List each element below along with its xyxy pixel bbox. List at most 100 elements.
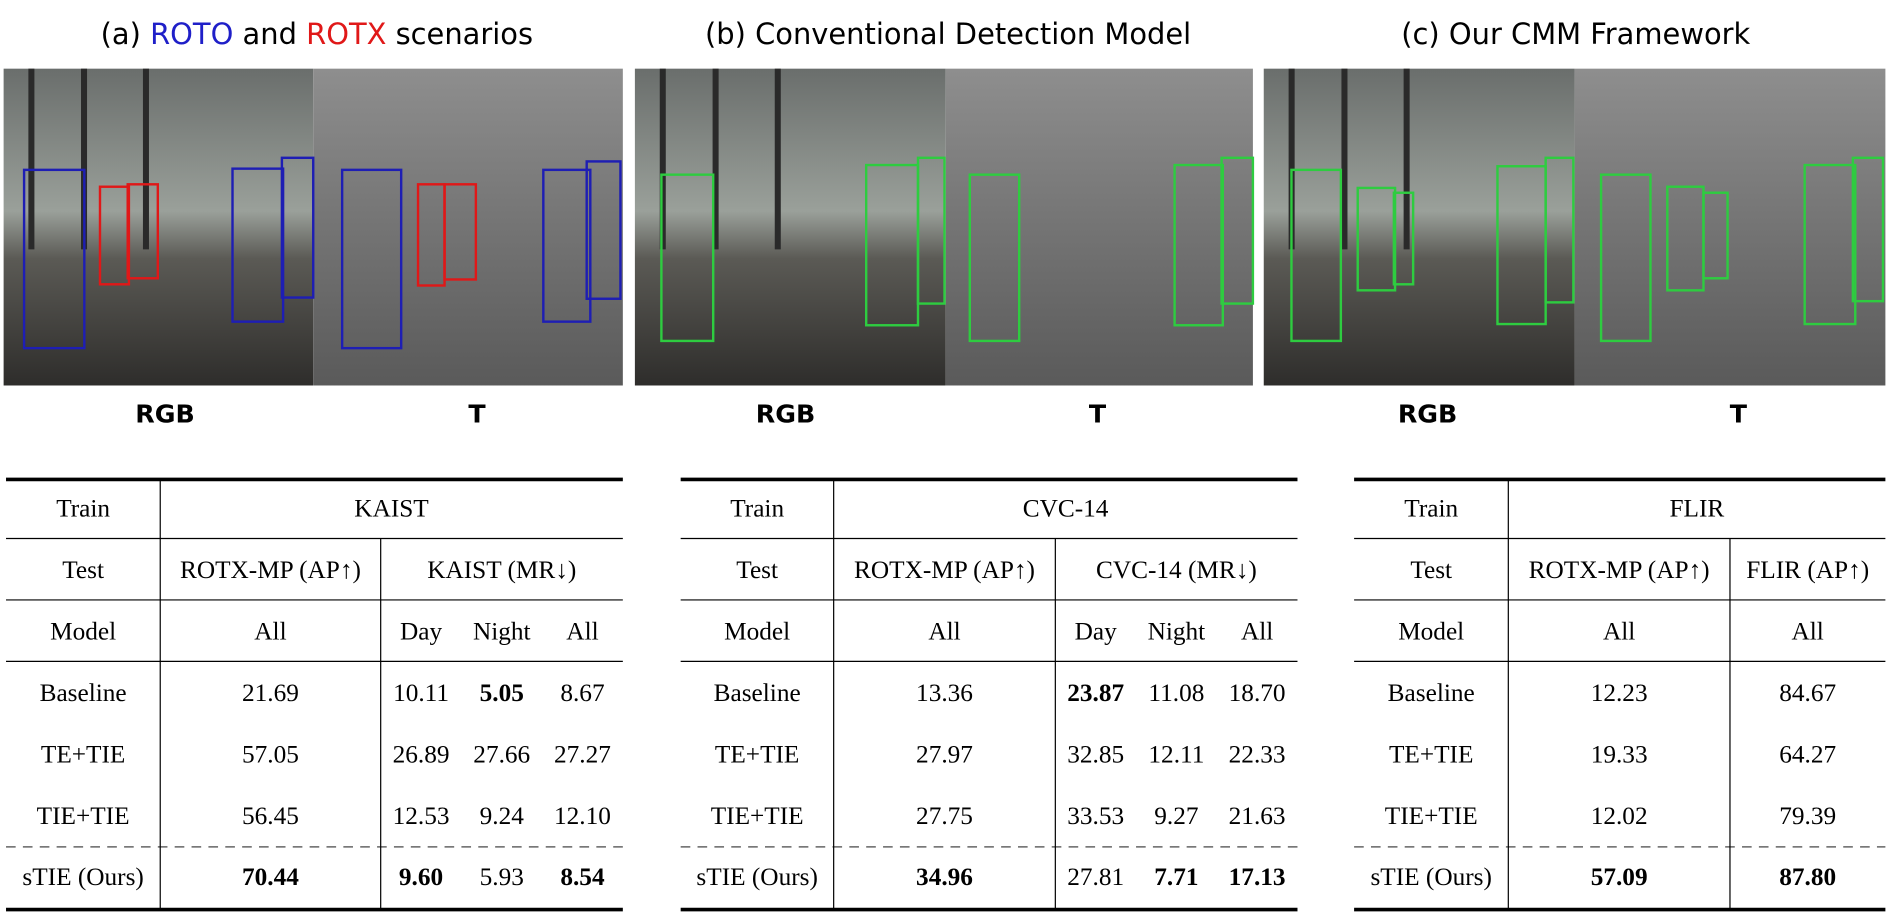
bounding-box [1702,191,1729,280]
modality-label: T [1730,400,1748,429]
window-frame [659,68,666,250]
window-frame [1341,68,1348,250]
table-cell: 87.80 [1779,863,1836,891]
table-cell: TIE+TIE [1385,802,1478,830]
table-cell: 12.11 [1148,740,1204,768]
table-cell: ROTX-MP (AP↑) [854,556,1035,584]
table-cell: 84.67 [1779,679,1836,707]
bounding-box [1803,163,1857,326]
table-cell: All [928,617,960,645]
table-cell: 57.09 [1591,863,1648,891]
table-cell: 12.10 [554,802,611,830]
table: Train CVC-14 Test ROTX-MP (AP↑) CVC-14 (MR↓)… [680,477,1298,912]
modality-label: RGB [756,400,816,429]
table-cell: 64.27 [1779,740,1836,768]
table-cell: 5.05 [480,679,524,707]
table-cell: sTIE (Ours) [1370,863,1491,891]
modality-label: T [468,400,486,429]
window-frame [28,68,35,250]
table-cell: All [1603,617,1635,645]
table-cell: 70.44 [242,863,299,891]
table-cell: 57.05 [242,740,299,768]
table-cell: Night [1148,617,1206,645]
bounding-box [1392,191,1415,286]
table-cell: All [1792,617,1824,645]
bounding-box [126,183,160,280]
table-cell: All [254,617,286,645]
table-cell: 8.54 [560,863,605,891]
bounding-box [1851,156,1885,303]
title-part: (b) Conventional Detection Model [705,17,1191,51]
table-cell: Train [1404,495,1458,523]
title-part: ROTX [306,17,386,51]
table: Train FLIR Test ROTX-MP (AP↑) FLIR (AP↑) Mode… [1354,477,1886,912]
table-cell: Train [730,495,784,523]
window-frame [1403,68,1410,250]
table-cell: ROTX-MP (AP↑) [1529,556,1710,584]
title-part: ROTO [150,17,233,51]
bounding-box [340,168,403,350]
table-cell: 12.02 [1591,802,1648,830]
table-cell: 27.66 [473,740,530,768]
table-cell: 17.13 [1229,863,1286,891]
modality-label: RGB [135,400,195,429]
title-part: (c) Our CMM Framework [1401,17,1750,51]
thermal-image [313,68,623,386]
window-frame [81,68,88,250]
table-cell: 19.33 [1591,740,1648,768]
bounding-box [22,168,86,350]
rgb-image [1263,68,1575,386]
table-cell: 8.67 [560,679,604,707]
table-cell: 7.71 [1154,863,1198,891]
table-cell: 18.70 [1229,679,1286,707]
table-cell: Day [400,617,442,645]
panel-title: (a) ROTO and ROTX scenarios [101,17,533,51]
table-cell: 23.87 [1067,679,1124,707]
table-cell: CVC-14 [1023,495,1109,523]
table-cell: All [1241,617,1273,645]
bounding-box [1220,156,1255,305]
table-cell: Baseline [714,679,801,707]
bounding-box [231,167,285,323]
table-cell: 5.93 [480,863,524,891]
bounding-box [660,173,715,343]
table-cell: sTIE (Ours) [22,863,143,891]
table-cell: FLIR [1669,495,1724,523]
table-cell: sTIE (Ours) [696,863,817,891]
table-cell: Test [62,556,104,584]
table-cell: 9.24 [480,802,525,830]
title-part: (a) [101,17,150,51]
bounding-box [443,183,478,281]
bounding-box [1599,173,1652,343]
table-cell: All [566,617,598,645]
table-cell: TIE+TIE [37,802,130,830]
window-frame [774,68,781,250]
table-cell: 12.23 [1591,679,1648,707]
table-cell: Train [56,495,110,523]
title-part: scenarios [386,17,533,51]
table-cell: 21.63 [1229,802,1286,830]
table-cell: 34.96 [916,863,973,891]
table-cell: 27.75 [916,802,973,830]
bounding-box [1290,168,1343,343]
table-cell: TE+TIE [715,740,799,768]
bounding-box [916,156,946,305]
window-frame [712,68,719,250]
panel-title: (c) Our CMM Framework [1401,17,1750,51]
table-cell: 12.53 [393,802,450,830]
table-cell: Model [1398,617,1464,645]
table-cell: 13.36 [916,679,973,707]
table-cell: Baseline [40,679,127,707]
table-cell: Test [1410,556,1452,584]
bounding-box [968,173,1021,343]
rgb-image [634,68,946,386]
table-cell: 56.45 [242,802,299,830]
bounding-box [585,160,622,300]
window-frame [1288,68,1295,250]
table-cell: 32.85 [1067,740,1124,768]
title-part: and [233,17,306,51]
window-frame [142,68,149,250]
table-cell: Model [50,617,116,645]
table-cell: 27.97 [916,740,973,768]
